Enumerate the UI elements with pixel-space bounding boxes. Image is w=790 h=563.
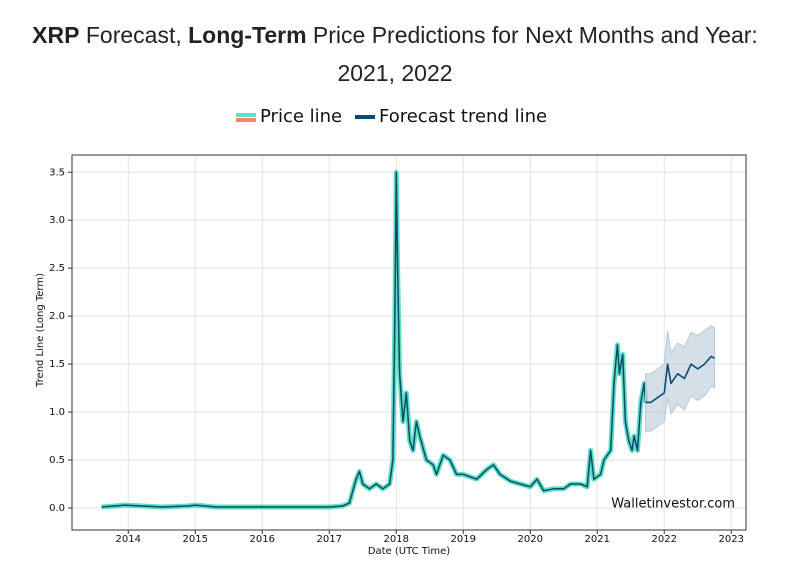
annotation: Walletinvestor.com xyxy=(611,497,735,512)
forecast-band xyxy=(645,325,715,432)
x-tick-label: 2014 xyxy=(116,534,141,545)
title-part: XRP xyxy=(32,22,80,48)
x-tick-label: 2017 xyxy=(317,534,342,545)
x-tick-label: 2016 xyxy=(250,534,275,545)
x-tick-label: 2019 xyxy=(451,534,476,545)
y-tick-label: 3.5 xyxy=(49,167,65,178)
legend-label: Forecast trend line xyxy=(379,106,547,127)
y-tick-label: 1.5 xyxy=(49,359,65,370)
y-tick-label: 3.0 xyxy=(49,215,65,226)
x-axis-label: Date (UTC Time) xyxy=(368,546,450,557)
x-tick-label: 2021 xyxy=(585,534,610,545)
x-tick-label: 2022 xyxy=(652,534,677,545)
x-tick-label: 2015 xyxy=(183,534,208,545)
y-tick-label: 2.5 xyxy=(49,263,65,274)
legend-label: Price line xyxy=(260,106,342,127)
x-tick-label: 2018 xyxy=(384,534,409,545)
title-part: Long-Term xyxy=(188,22,307,48)
price-line-inner xyxy=(101,171,647,508)
y-tick-label: 1.0 xyxy=(49,407,65,418)
x-tick-label: 2020 xyxy=(518,534,543,545)
plot-frame xyxy=(71,154,747,531)
y-axis-label: Trend Line (Long Term) xyxy=(35,273,46,388)
y-tick-label: 2.0 xyxy=(49,311,65,322)
x-tick-label: 2023 xyxy=(719,534,744,545)
title-part: Price Predictions for Next Months and Ye… xyxy=(306,22,765,86)
title-part: Forecast, xyxy=(79,22,189,48)
y-tick-label: 0.5 xyxy=(49,455,65,466)
forecast-line xyxy=(645,355,715,404)
y-tick-label: 0.0 xyxy=(49,503,65,514)
price-line xyxy=(101,169,648,510)
chart-title: XRP Forecast, Long-Term Price Prediction… xyxy=(15,16,775,92)
